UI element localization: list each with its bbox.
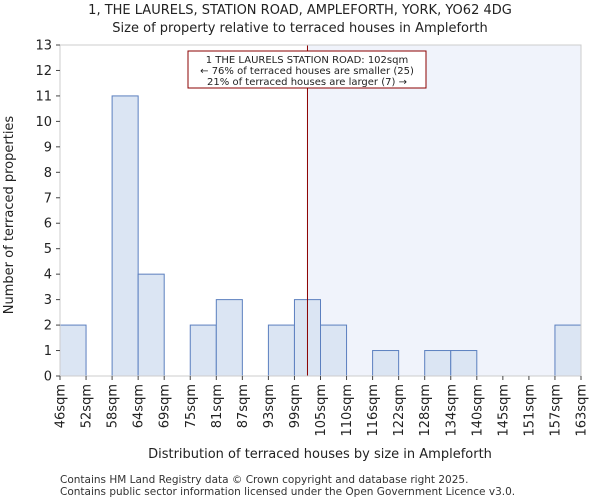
y-tick-label: 7	[44, 191, 52, 206]
x-tick-label: 105sqm	[314, 384, 329, 437]
x-tick-label: 110sqm	[340, 384, 355, 437]
chart-title: 1, THE LAURELS, STATION ROAD, AMPLEFORTH…	[88, 3, 512, 36]
bar-134sqm	[450, 350, 478, 377]
bar-116sqm	[372, 350, 400, 377]
x-tick-label: 140sqm	[470, 384, 485, 437]
larger-region-shade	[307, 45, 581, 376]
y-tick-label: 8	[44, 166, 52, 181]
y-tick-label: 6	[44, 217, 52, 232]
x-tick-label: 81sqm	[210, 384, 225, 428]
y-tick-label: 11	[35, 89, 52, 104]
footer-line-1: Contains HM Land Registry data © Crown c…	[60, 474, 468, 486]
y-tick-label: 12	[35, 64, 52, 79]
y-tick-label: 3	[44, 293, 52, 308]
y-tick-label: 13	[35, 39, 52, 54]
annotation-line-2: ← 76% of terraced houses are smaller (25…	[200, 66, 414, 77]
x-axis: 46sqm 52sqm 58sqm 64sqm 69sqm 75sqm 81sqm 87sqm…	[54, 376, 590, 437]
x-tick-label: 75sqm	[184, 384, 199, 428]
y-tick-label: 9	[44, 140, 52, 155]
bar-81sqm	[215, 299, 243, 377]
x-tick-label: 151sqm	[522, 384, 537, 437]
x-tick-label: 46sqm	[54, 384, 69, 428]
x-tick-label: 58sqm	[106, 384, 121, 428]
bars-group	[59, 95, 582, 377]
bar-58sqm	[111, 95, 139, 377]
x-tick-label: 145sqm	[496, 384, 511, 437]
annotation-line-1: 1 THE LAURELS STATION ROAD: 102sqm	[206, 55, 408, 66]
bar-128sqm	[424, 350, 452, 377]
x-axis-title: Distribution of terraced houses by size …	[148, 447, 492, 462]
x-tick-label: 52sqm	[80, 384, 95, 428]
y-tick-label: 5	[44, 242, 52, 257]
bar-64sqm	[137, 273, 165, 377]
x-tick-label: 163sqm	[575, 384, 590, 437]
y-tick-label: 2	[44, 319, 52, 334]
bar-75sqm	[189, 324, 217, 377]
footer-line-2: Contains public sector information licen…	[60, 486, 515, 498]
x-tick-label: 128sqm	[418, 384, 433, 437]
x-tick-label: 69sqm	[158, 384, 173, 428]
annotation-rect	[187, 50, 427, 89]
x-tick-label: 116sqm	[366, 384, 381, 437]
x-tick-label: 134sqm	[444, 384, 459, 437]
x-tick-label: 157sqm	[548, 384, 563, 437]
x-tick-label: 122sqm	[392, 384, 407, 437]
y-tick-label: 10	[35, 115, 52, 130]
chart-title-line-2: Size of property relative to terraced ho…	[112, 21, 487, 36]
chart-title-line-1: 1, THE LAURELS, STATION ROAD, AMPLEFORTH…	[88, 3, 512, 18]
x-tick-label: 99sqm	[288, 384, 303, 428]
x-tick-label: 87sqm	[236, 384, 251, 428]
annotation-box: 1 THE LAURELS STATION ROAD: 102sqm ← 76%…	[187, 50, 427, 89]
y-axis-title: Number of terraced properties	[2, 116, 17, 315]
y-tick-label: 0	[44, 370, 52, 385]
bar-157sqm	[554, 324, 582, 377]
x-tick-label: 93sqm	[262, 384, 277, 428]
bar-46sqm	[59, 324, 87, 377]
y-tick-label: 4	[44, 268, 52, 283]
annotation-line-3: 21% of terraced houses are larger (7) →	[207, 77, 407, 88]
y-tick-label: 1	[44, 344, 52, 359]
bar-93sqm	[267, 324, 295, 377]
x-tick-label: 64sqm	[132, 384, 147, 428]
bar-105sqm	[320, 324, 348, 377]
